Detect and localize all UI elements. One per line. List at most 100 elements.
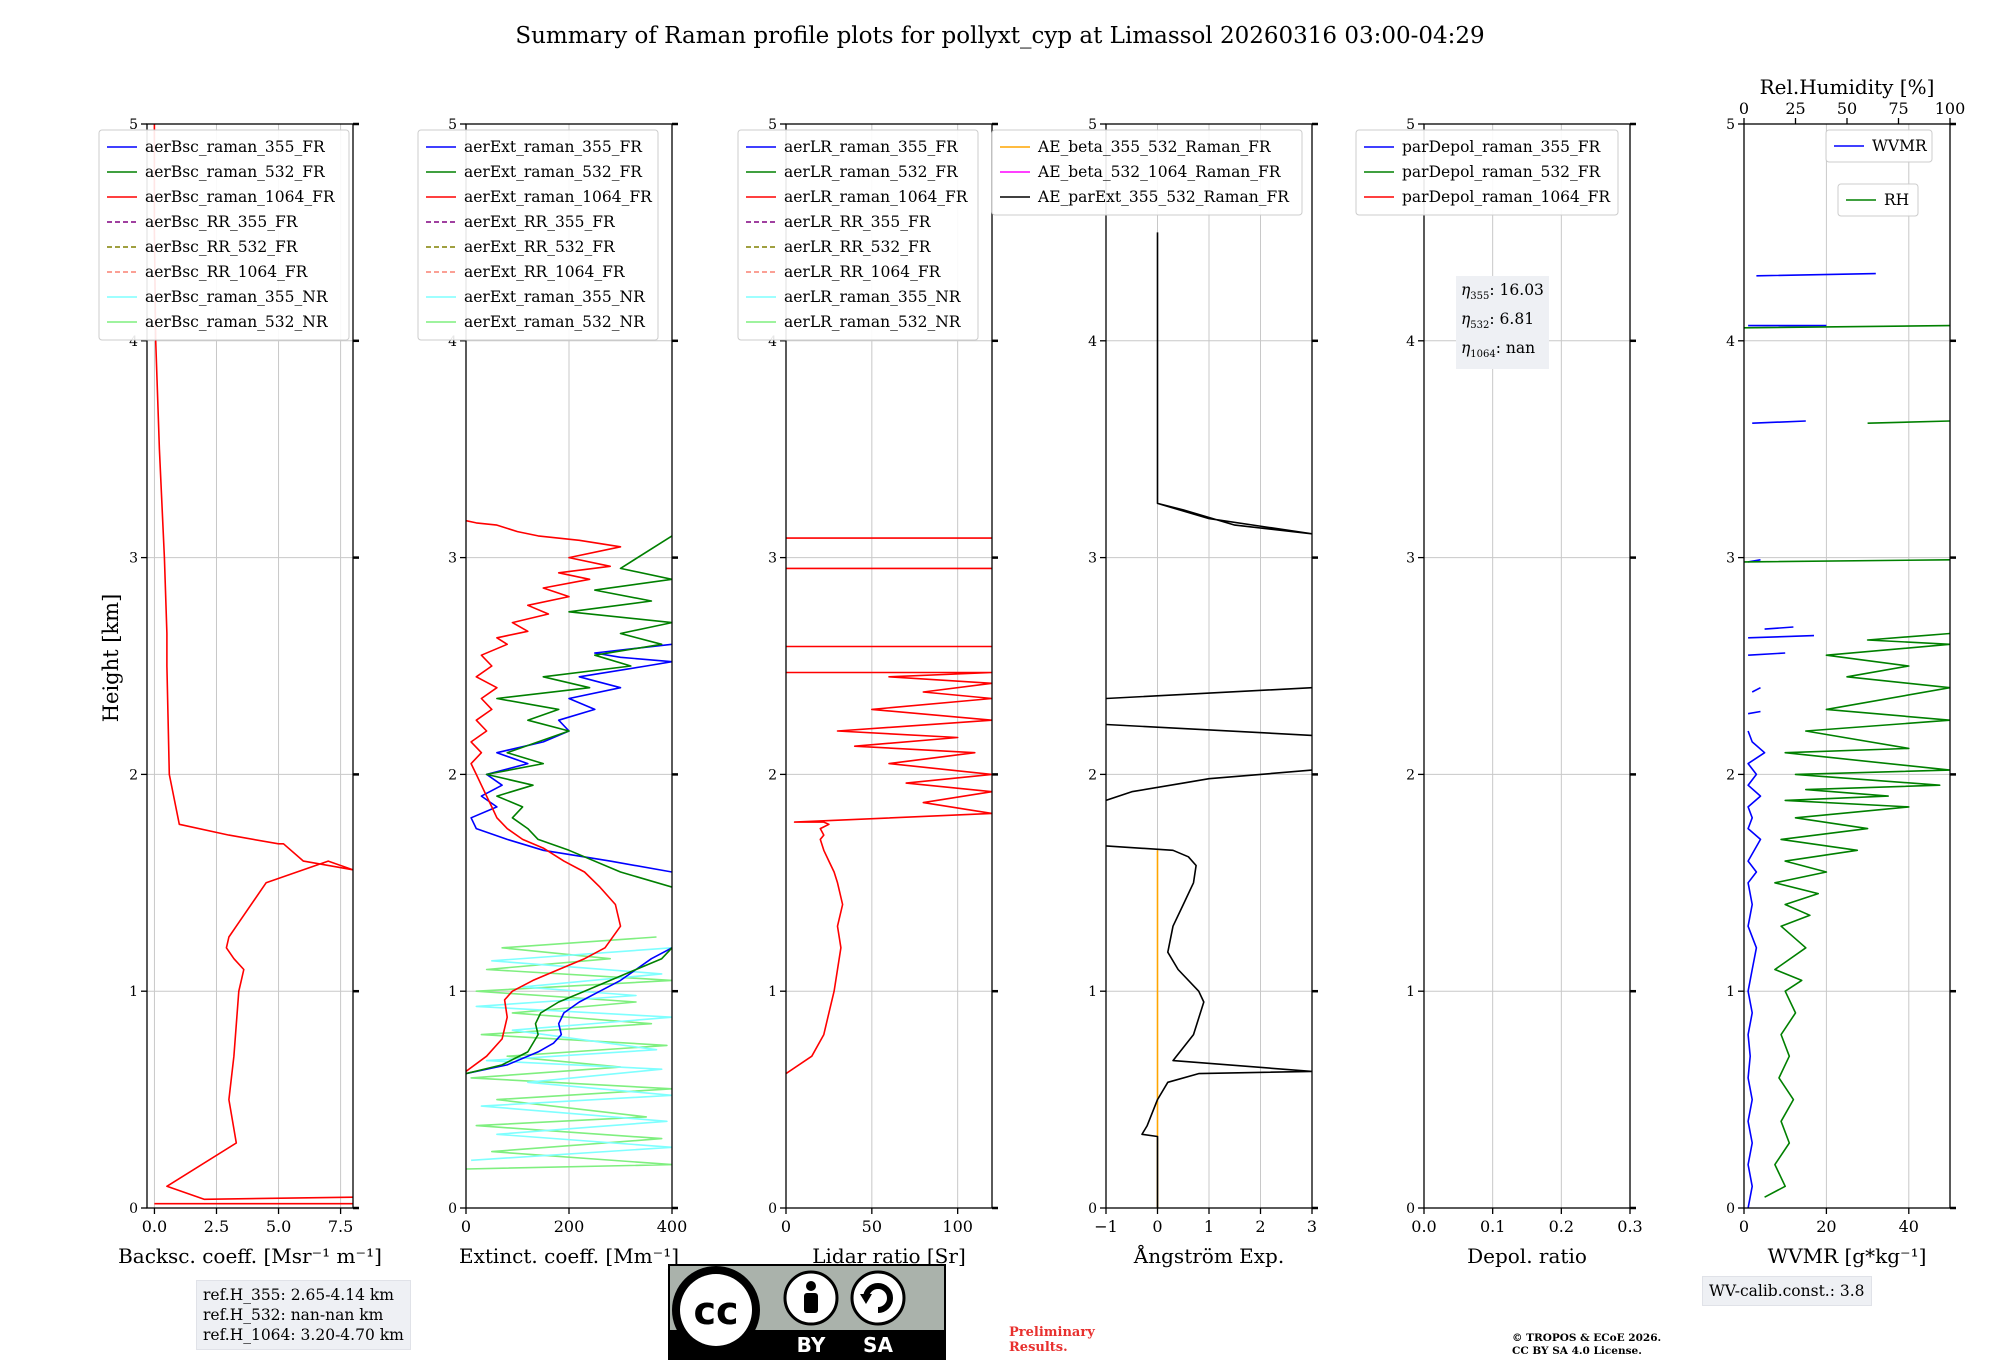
- eta-box: η355: 16.03 η532: 6.81 η1064: nan: [1456, 276, 1549, 370]
- y-tick-label: 4: [768, 334, 777, 350]
- y-tick-label: 1: [448, 984, 457, 1000]
- y-tick-label: 2: [1406, 767, 1415, 783]
- legend-label: AE_beta_532_1064_Raman_FR: [1037, 163, 1282, 181]
- y-tick-label: 0: [1088, 1201, 1097, 1217]
- legend-label: AE_beta_355_532_Raman_FR: [1037, 138, 1272, 156]
- y-tick-label: 3: [448, 551, 457, 567]
- legend-box: [98, 129, 350, 341]
- legend-label: aerExt_raman_532_FR: [464, 163, 643, 181]
- axes-frame: [1743, 123, 1951, 1209]
- x-axis-label: Backsc. coeff. [Msr⁻¹ m⁻¹]: [118, 1244, 382, 1268]
- eta-1064-subscript: 1064: [1470, 349, 1496, 361]
- legend-box: [1837, 183, 1919, 217]
- figure-title: Summary of Raman profile plots for polly…: [515, 23, 1484, 49]
- legend-label: aerBsc_raman_355_NR: [145, 288, 329, 306]
- axes-frame: [1423, 123, 1631, 1209]
- legend-label: aerBsc_raman_532_NR: [145, 313, 329, 331]
- legend-label: RH: [1884, 191, 1909, 209]
- series-aerExt_raman_1064_FR: [466, 519, 622, 1073]
- legend-label: aerLR_RR_1064_FR: [784, 263, 942, 281]
- y-tick-label: 2: [1088, 767, 1097, 783]
- legend-label: WVMR: [1872, 137, 1928, 155]
- eta-355-subscript: 355: [1470, 291, 1490, 303]
- x-tick-label: −1: [1094, 1217, 1118, 1236]
- y-tick-label: 3: [1088, 551, 1097, 567]
- y-tick-label: 1: [1726, 984, 1735, 1000]
- eta-532-subscript: 532: [1470, 320, 1490, 332]
- x-tick-label: 50: [862, 1217, 882, 1236]
- legend-box: [1355, 129, 1619, 216]
- legend-label: aerLR_RR_532_FR: [784, 238, 932, 256]
- x-tick-label: 0.2: [1549, 1217, 1574, 1236]
- series-RH: [1744, 324, 1950, 563]
- series-group: [466, 519, 672, 1170]
- y-tick-label: 3: [1726, 551, 1735, 567]
- y-tick-label: 4: [1726, 334, 1735, 350]
- legend-label: aerBsc_RR_1064_FR: [145, 263, 309, 281]
- x-tick-label: 0: [461, 1217, 471, 1236]
- legend-label: aerExt_raman_1064_FR: [464, 188, 653, 206]
- x-tick-label: 3: [1307, 1217, 1317, 1236]
- y-tick-label: 4: [129, 334, 138, 350]
- top-x-tick-label: 75: [1888, 99, 1908, 118]
- y-tick-label: 5: [1406, 117, 1415, 133]
- series-aerExt_raman_532_FR: [466, 535, 672, 1075]
- legend-label: aerExt_RR_1064_FR: [464, 263, 626, 281]
- y-tick-label: 4: [1406, 334, 1415, 350]
- legend-label: aerLR_raman_355_FR: [784, 138, 959, 156]
- y-tick-label: 3: [768, 551, 777, 567]
- cc-text: cc: [693, 1289, 738, 1333]
- y-tick-label: 3: [129, 551, 138, 567]
- series-group: [1106, 232, 1312, 1208]
- y-tick-label: 0: [1406, 1201, 1415, 1217]
- y-tick-label: 3: [1406, 551, 1415, 567]
- legend-label: aerLR_raman_1064_FR: [784, 188, 969, 206]
- eta-355-symbol: η: [1461, 281, 1471, 299]
- legend-box: [417, 129, 659, 341]
- wv-calibration-constant: WV-calib.const.: 3.8: [1709, 1282, 1865, 1300]
- x-tick-label: 7.5: [328, 1217, 353, 1236]
- series-group: [153, 124, 353, 1205]
- legend-label: aerExt_raman_532_NR: [464, 313, 646, 331]
- x-tick-label: 1: [1204, 1217, 1214, 1236]
- x-tick-label: 2.5: [204, 1217, 229, 1236]
- series-aerExt_raman_355_NR: [471, 947, 672, 1162]
- series-RH: [1764, 632, 1950, 1198]
- wv-calibration-box: WV-calib.const.: 3.8: [1702, 1276, 1872, 1306]
- y-tick-label: 2: [768, 767, 777, 783]
- x-tick-label: 100: [942, 1217, 973, 1236]
- y-tick-label: 4: [448, 334, 457, 350]
- series-group: [786, 537, 992, 1075]
- panel-depol: 0 1 2 3 4 5 0.0 0.1 0.2 0.3 Depol. ratio parDepol_r…: [1355, 117, 1643, 1268]
- top-x-tick-label: 0: [1739, 99, 1749, 118]
- legend-label: aerBsc_RR_532_FR: [145, 238, 299, 256]
- attribution-icon: [783, 1270, 839, 1326]
- cc-icon: cc: [672, 1266, 760, 1354]
- legend-label: aerExt_RR_532_FR: [464, 238, 616, 256]
- eta-355-value: : 16.03: [1489, 281, 1544, 299]
- legend-label: aerLR_raman_355_NR: [784, 288, 962, 306]
- cc-by-sa-license-badge: cc BY SA: [668, 1264, 946, 1360]
- x-axis-label: Extinct. coeff. [Mm⁻¹]: [459, 1244, 679, 1268]
- y-tick-label: 5: [129, 117, 138, 133]
- y-tick-label: 1: [1088, 984, 1097, 1000]
- x-tick-label: 0.0: [142, 1217, 167, 1236]
- x-tick-label: 0: [1739, 1217, 1749, 1236]
- ref-height-532: ref.H_532: nan-nan km: [203, 1306, 384, 1324]
- x-tick-label: 0.1: [1480, 1217, 1505, 1236]
- x-tick-label: 0: [1152, 1217, 1162, 1236]
- series-aerExt_raman_532_NR: [466, 936, 672, 1170]
- y-tick-label: 1: [129, 984, 138, 1000]
- legend-label: aerExt_RR_355_FR: [464, 213, 616, 231]
- x-tick-label: 400: [657, 1217, 688, 1236]
- top-x-tick-label: 25: [1785, 99, 1805, 118]
- legend-label: parDepol_raman_355_FR: [1402, 138, 1602, 156]
- y-tick-label: 2: [129, 767, 138, 783]
- y-tick-label: 2: [448, 767, 457, 783]
- legend-label: aerLR_RR_355_FR: [784, 213, 932, 231]
- eta-532-symbol: η: [1461, 310, 1471, 329]
- legend-label: aerExt_raman_355_FR: [464, 138, 643, 156]
